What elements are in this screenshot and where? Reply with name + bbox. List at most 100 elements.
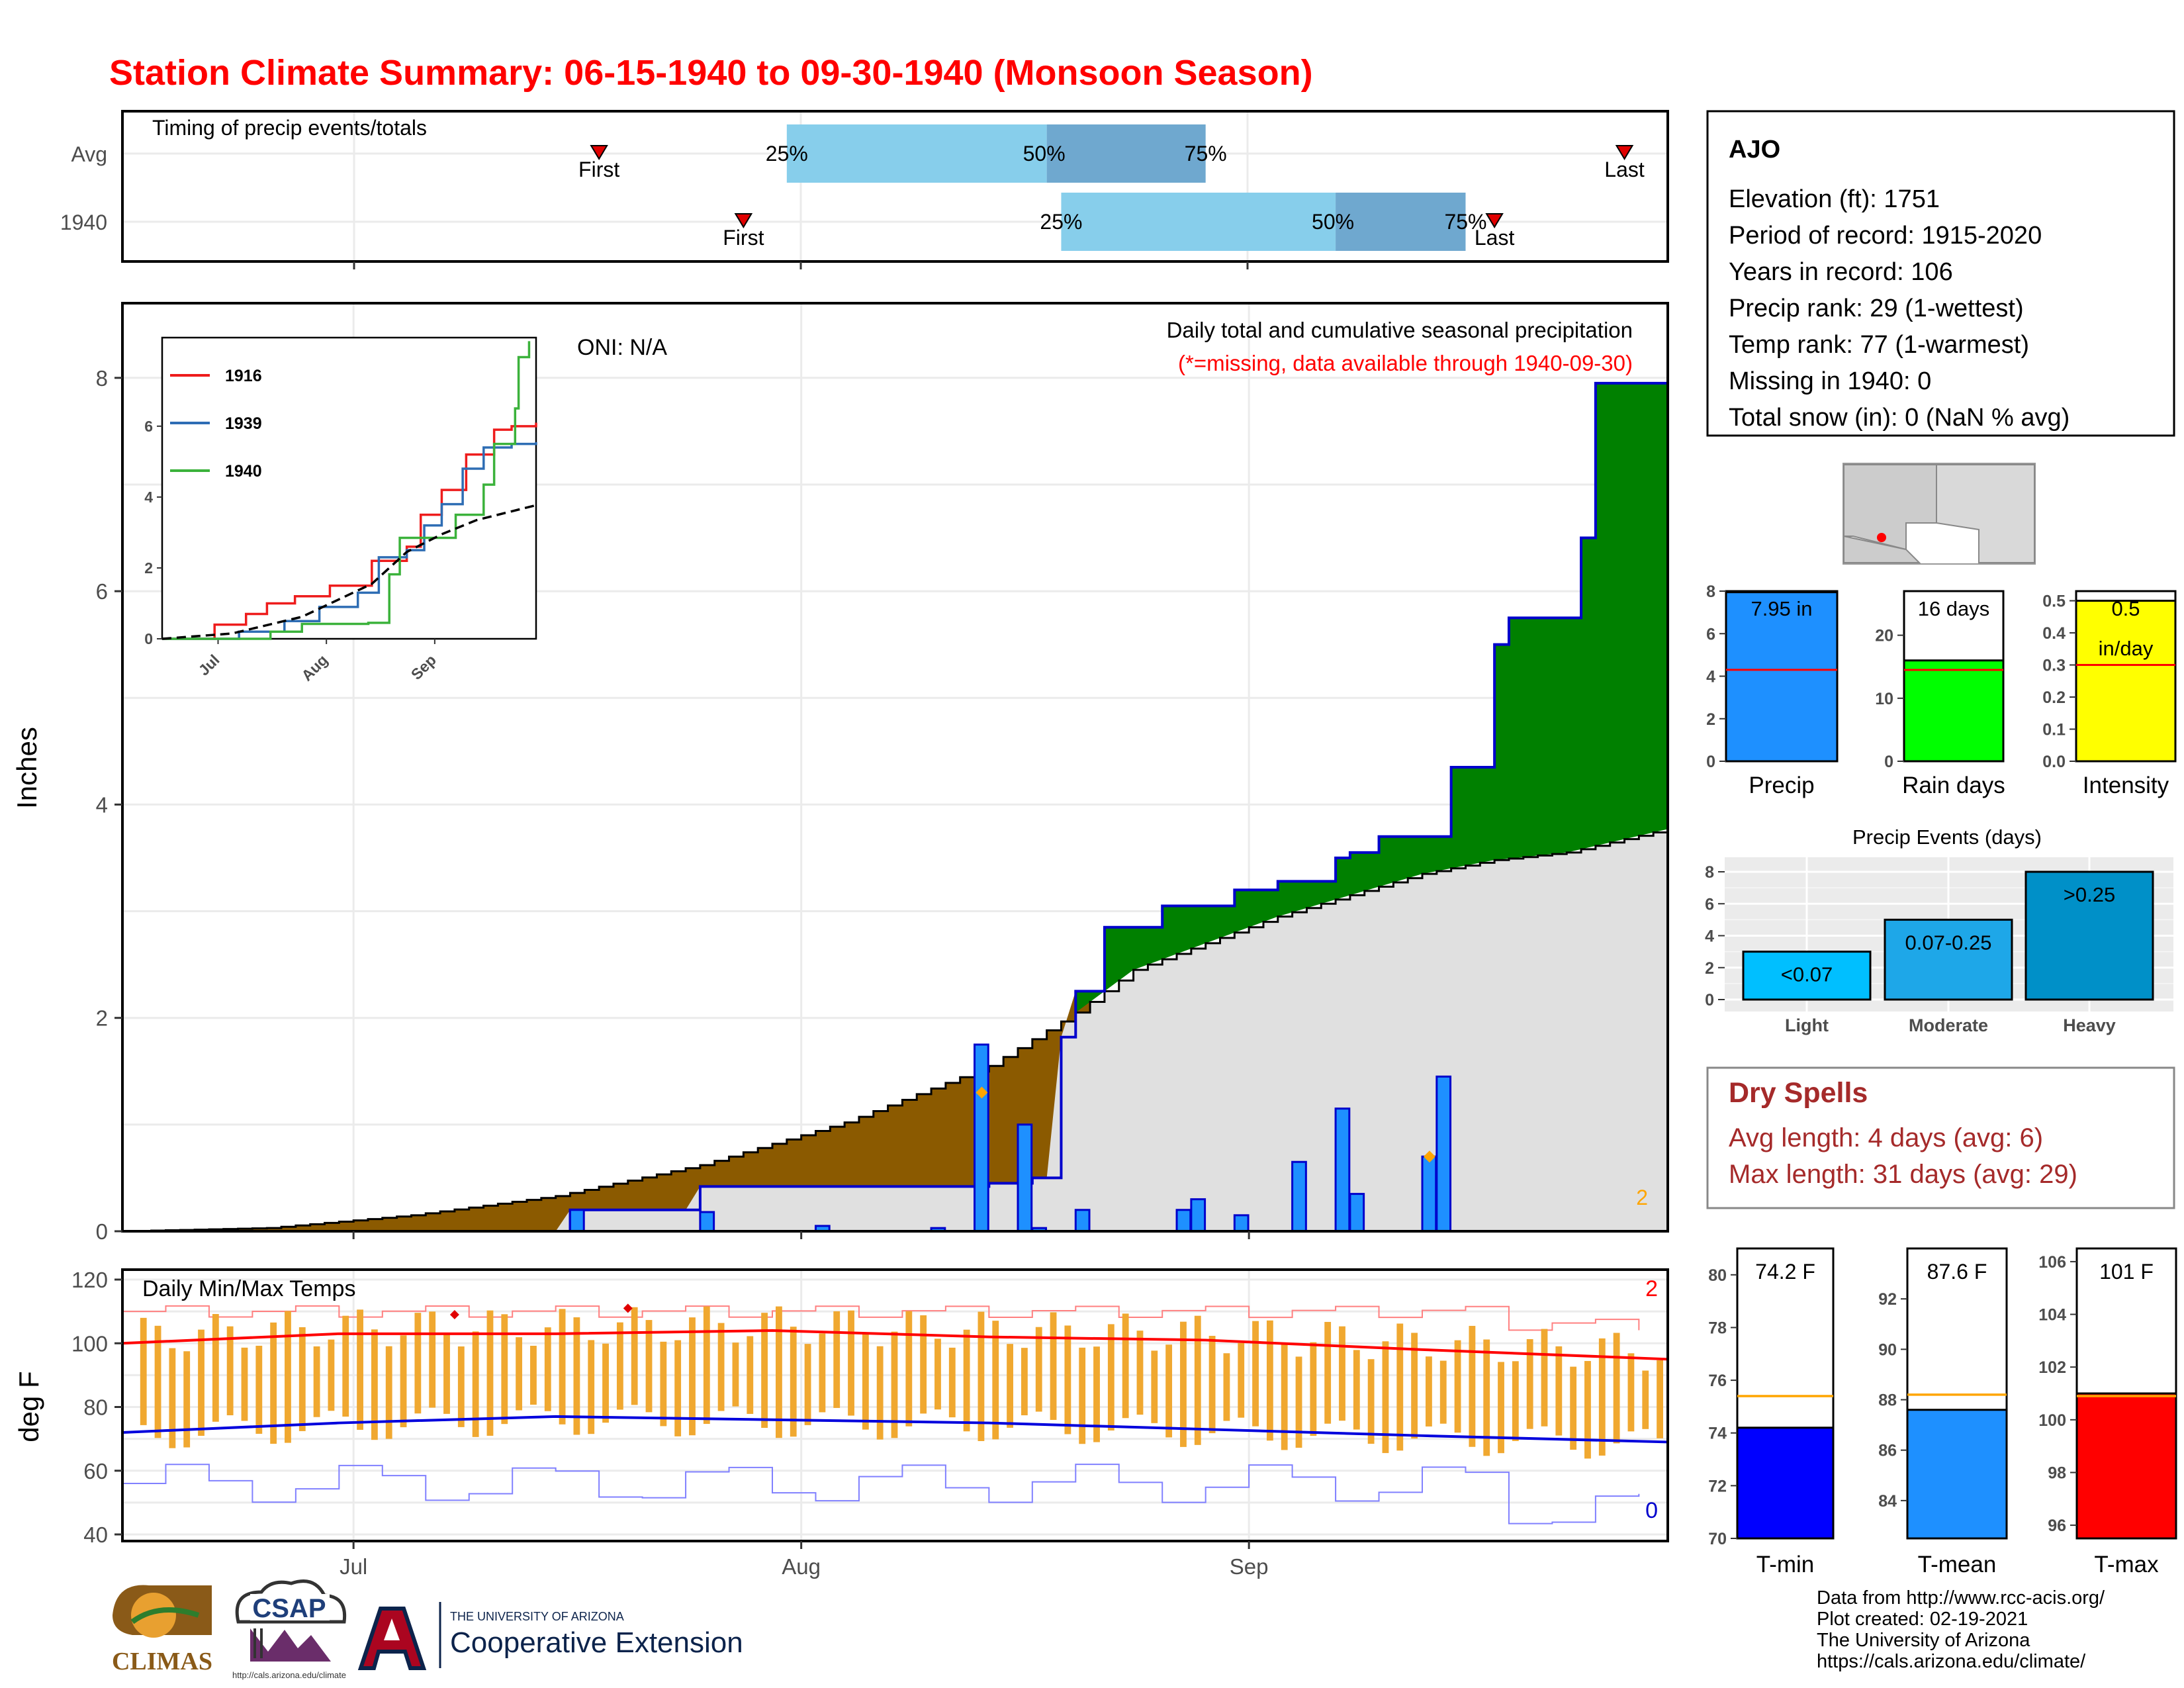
credits: Data from http://www.rcc-acis.org/ Plot … [1817, 1587, 2105, 1672]
inset-y-tick-label: 0 [144, 630, 153, 647]
daily-temp-range-bar [1165, 1344, 1173, 1438]
daily-temp-range-bar [1439, 1360, 1447, 1424]
daily-temp-range-bar [298, 1327, 306, 1431]
daily-temp-range-bar [270, 1322, 277, 1444]
info-period: Period of record: 1915-2020 [1729, 222, 2042, 250]
timing-row-label-avg: Avg [71, 142, 107, 166]
daily-precip-bar [1175, 1209, 1192, 1233]
temp-bar-y-tick-label: 98 [2048, 1464, 2066, 1482]
daily-temp-range-bar [660, 1341, 667, 1427]
timing-row-label-year: 1940 [60, 211, 107, 234]
credit-data: Data from http://www.rcc-acis.org/ [1817, 1587, 2105, 1609]
temp-bar-y-tick-label: 100 [2038, 1411, 2066, 1430]
inset-x-tick-label: Aug [298, 651, 331, 684]
daily-temp-range-bar [1353, 1350, 1360, 1430]
mini-bar-y-tick-label: 10 [1875, 690, 1893, 708]
temps-y-tick-label: 60 [83, 1459, 108, 1483]
temp-bar-y-tick-label: 106 [2038, 1253, 2066, 1272]
events-bar-moderate [1884, 918, 2013, 1001]
daily-temp-range-bar [992, 1321, 999, 1440]
info-snow: Total snow (in): 0 (NaN % avg) [1729, 404, 2070, 432]
mini-bar-y-tick-label: 4 [1706, 668, 1715, 686]
mini-bar-y-tick-label: 0.3 [2042, 657, 2066, 675]
avg-min-line [122, 1415, 1668, 1444]
precip-frame [121, 302, 1669, 1233]
temp-bar-t-min [1736, 1427, 1835, 1540]
daily-temp-range-bar [703, 1306, 710, 1425]
daily-temp-range-bar [1238, 1342, 1245, 1418]
daily-temp-range-bar [1598, 1338, 1606, 1456]
daily-temp-range-bar [1194, 1315, 1201, 1445]
temp-bar-y-tick-label: 72 [1708, 1477, 1727, 1495]
info-precip-rank: Precip rank: 29 (1-wettest) [1729, 295, 2024, 322]
inset-legend-label: 1939 [225, 414, 262, 433]
temps-title: Daily Min/Max Temps [142, 1276, 355, 1301]
daily-temp-range-bar [530, 1346, 537, 1405]
daily-temp-range-bar [747, 1336, 754, 1414]
surplus-area [1075, 383, 1668, 1013]
mini-bar-y-tick-label: 0 [1706, 753, 1715, 771]
temps-y-tick-label: 120 [71, 1268, 108, 1292]
info-missing: Missing in 1940: 0 [1729, 367, 1931, 395]
daily-temp-range-bar [689, 1317, 696, 1436]
timing-last-marker [1485, 213, 1504, 228]
avg-max-line [122, 1329, 1668, 1361]
temp-bar-label: T-min [1756, 1552, 1815, 1577]
csap-logo: CSAP http://cals.arizona.edu/climate [232, 1579, 347, 1680]
daily-temp-range-bar [1570, 1366, 1577, 1450]
daily-temp-range-bar [1382, 1341, 1389, 1454]
daily-temp-range-bar [1180, 1321, 1187, 1447]
daily-temp-range-bar [674, 1340, 682, 1436]
timing-p75-label: 75% [1444, 210, 1486, 234]
mini-bar-y-tick-label: 0.2 [2042, 688, 2066, 707]
temp-bar-label: T-max [2094, 1552, 2159, 1577]
events-y-tick-label: 6 [1705, 895, 1714, 914]
daily-temp-range-bar [1526, 1338, 1533, 1429]
daily-precip-bar [1017, 1123, 1033, 1233]
daily-temp-range-bar [1657, 1360, 1663, 1438]
events-y-tick-label: 2 [1705, 959, 1714, 978]
precip-panel: ONI: N/A Daily total and cumulative seas… [11, 302, 1669, 1244]
daily-temp-range-bar [1093, 1346, 1100, 1442]
daily-temp-range-bar [1208, 1336, 1216, 1434]
daily-temp-range-bar [1512, 1361, 1519, 1441]
precip-y-tick-label: 4 [96, 792, 108, 817]
daily-precip-bar [1334, 1107, 1351, 1233]
daily-temp-range-bar [1469, 1325, 1476, 1447]
precip-subtitle: Daily total and cumulative seasonal prec… [1167, 318, 1633, 342]
daily-temp-range-bar [833, 1311, 841, 1408]
location-map [1843, 463, 2036, 565]
daily-temp-range-bar [1122, 1313, 1129, 1419]
daily-temp-range-bar [1223, 1353, 1230, 1421]
record-high-marker [449, 1309, 459, 1319]
precip-y-tick-label: 8 [96, 366, 108, 391]
dry-spells-max: Max length: 31 days (avg: 29) [1729, 1160, 2077, 1189]
temp-bar-y-tick-label: 90 [1878, 1340, 1897, 1359]
avg-cumulative-line [122, 829, 1669, 1233]
timing-p50-label: 50% [1023, 142, 1066, 165]
daily-temp-range-bar [1295, 1356, 1302, 1448]
daily-precip-bar [974, 1043, 989, 1233]
daily-temp-range-bar [1411, 1333, 1418, 1439]
precip-y-tick-label: 0 [96, 1219, 108, 1244]
daily-temp-range-bar [1252, 1321, 1259, 1427]
daily-temp-range-bar [645, 1320, 653, 1413]
temps-frame [121, 1268, 1669, 1542]
station-info-box: AJO Elevation (ft): 1751 Period of recor… [1706, 110, 2175, 437]
record-high-line [122, 1305, 1640, 1331]
daily-temp-range-bar [285, 1311, 291, 1443]
daily-temp-range-bar [400, 1335, 407, 1428]
precip-events-panel: Precip Events (days) <0.07 Light 0.07-0.25… [1705, 825, 2173, 1035]
daily-precip-bar [1435, 1075, 1452, 1233]
temp-bar-y-tick-label: 84 [1878, 1492, 1897, 1511]
record-low-line [122, 1464, 1640, 1524]
ua-logo: THE UNIVERSITY OF ARIZONA Cooperative Ex… [357, 1602, 743, 1670]
precip-count-label: 2 [1636, 1186, 1648, 1209]
temp-bar-y-tick-label: 104 [2038, 1306, 2066, 1325]
timing-first-marker [734, 213, 753, 228]
temps-min-count: 0 [1645, 1498, 1658, 1523]
season-total-bars: 7.95 in Precip 0 2 4 6 8 16 days Rain days 0 10 20 0… [1706, 583, 2177, 798]
credit-created: Plot created: 02-19-2021 [1817, 1609, 2028, 1630]
mini-bar-value: 0.5 [2111, 597, 2140, 620]
